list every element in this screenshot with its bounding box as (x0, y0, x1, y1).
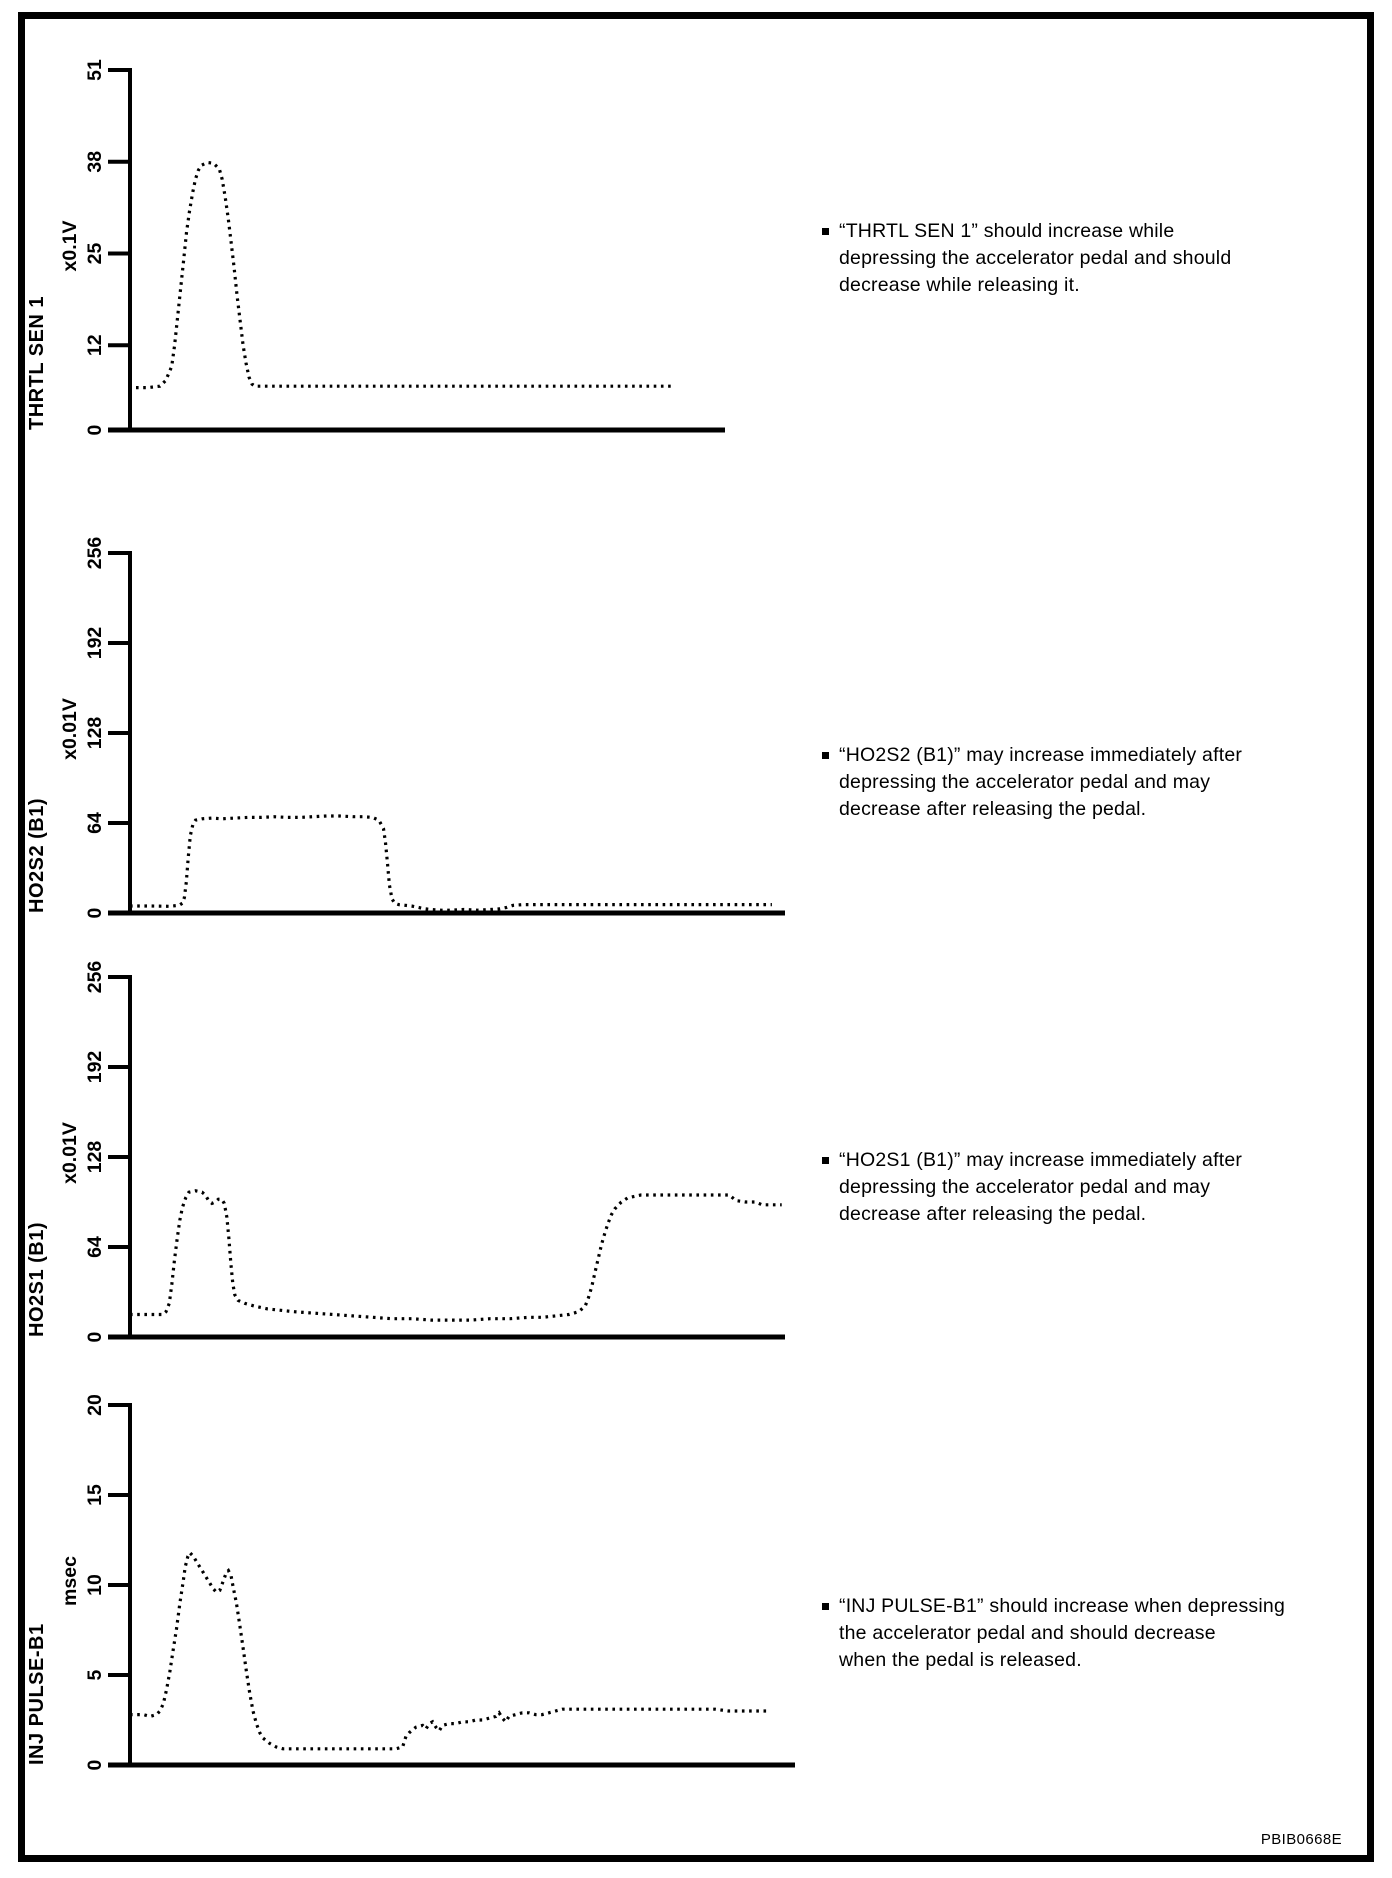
y-tick-label: 128 (84, 1141, 106, 1174)
y-tick-label: 0 (84, 1331, 106, 1342)
signal-label: HO2S2 (B1) (26, 798, 48, 913)
note-text-ho2s2-b1: “HO2S2 (B1)” may increase immediately af… (839, 744, 1243, 820)
unit-label: msec (59, 1556, 81, 1606)
note-ho2s1-b1: “HO2S1 (B1)” may increase immediately af… (822, 1147, 1242, 1228)
y-tick-label: 0 (84, 907, 106, 918)
thrtl-sen-1-plot: 0 12 25 38 51 x0.1V THRTL SEN 1 (26, 59, 725, 435)
y-tick-label: 20 (84, 1394, 106, 1416)
data-trace (130, 1189, 782, 1322)
y-tick-label: 64 (84, 812, 106, 834)
signal-label: THRTL SEN 1 (26, 296, 48, 430)
signal-label: HO2S1 (B1) (26, 1222, 48, 1337)
figure-code: PBIB0668E (1260, 1831, 1342, 1848)
y-tick-label: 10 (84, 1574, 106, 1596)
y-tick-label: 256 (84, 961, 106, 994)
y-tick-label: 0 (84, 1759, 106, 1770)
data-trace (130, 814, 772, 912)
bullet-square-icon (822, 228, 829, 235)
note-text-inj-pulse-b1: “INJ PULSE-B1” should increase when depr… (839, 1595, 1285, 1671)
y-tick-label: 192 (84, 627, 106, 660)
data-trace (136, 160, 672, 390)
inj-pulse-b1-plot: 0 5 10 15 20 msec INJ PULSE-B1 (26, 1394, 795, 1770)
unit-label: x0.01V (59, 698, 81, 760)
unit-label: x0.1V (59, 221, 81, 272)
y-tick-label: 64 (84, 1236, 106, 1258)
note-inj-pulse-b1: “INJ PULSE-B1” should increase when depr… (822, 1593, 1285, 1674)
signal-label: INJ PULSE-B1 (26, 1623, 48, 1765)
data-trace (130, 1549, 769, 1751)
y-tick-label: 0 (84, 424, 106, 435)
y-tick-label: 192 (84, 1051, 106, 1084)
y-tick-label: 12 (84, 334, 106, 356)
note-text-thrtl-sen-1: “THRTL SEN 1” should increase while depr… (839, 220, 1232, 296)
note-ho2s2-b1: “HO2S2 (B1)” may increase immediately af… (822, 742, 1242, 823)
y-tick-label: 15 (84, 1484, 106, 1506)
bullet-square-icon (822, 1603, 829, 1610)
note-text-ho2s1-b1: “HO2S1 (B1)” may increase immediately af… (839, 1149, 1243, 1225)
unit-label: x0.01V (59, 1122, 81, 1184)
y-tick-label: 25 (84, 243, 106, 265)
ho2s2-b1-plot: 0 64 128 192 256 x0.01V HO2S2 (B1) (26, 537, 785, 918)
y-tick-label: 51 (84, 59, 106, 81)
y-tick-label: 5 (84, 1669, 106, 1680)
bullet-square-icon (822, 752, 829, 759)
ho2s1-b1-plot: 0 64 128 192 256 x0.01V HO2S1 (B1) (26, 961, 785, 1342)
y-tick-label: 256 (84, 537, 106, 570)
note-thrtl-sen-1: “THRTL SEN 1” should increase while depr… (822, 218, 1231, 299)
page-border (18, 12, 1374, 1862)
y-tick-label: 128 (84, 717, 106, 750)
y-tick-label: 38 (84, 151, 106, 173)
bullet-square-icon (822, 1157, 829, 1164)
